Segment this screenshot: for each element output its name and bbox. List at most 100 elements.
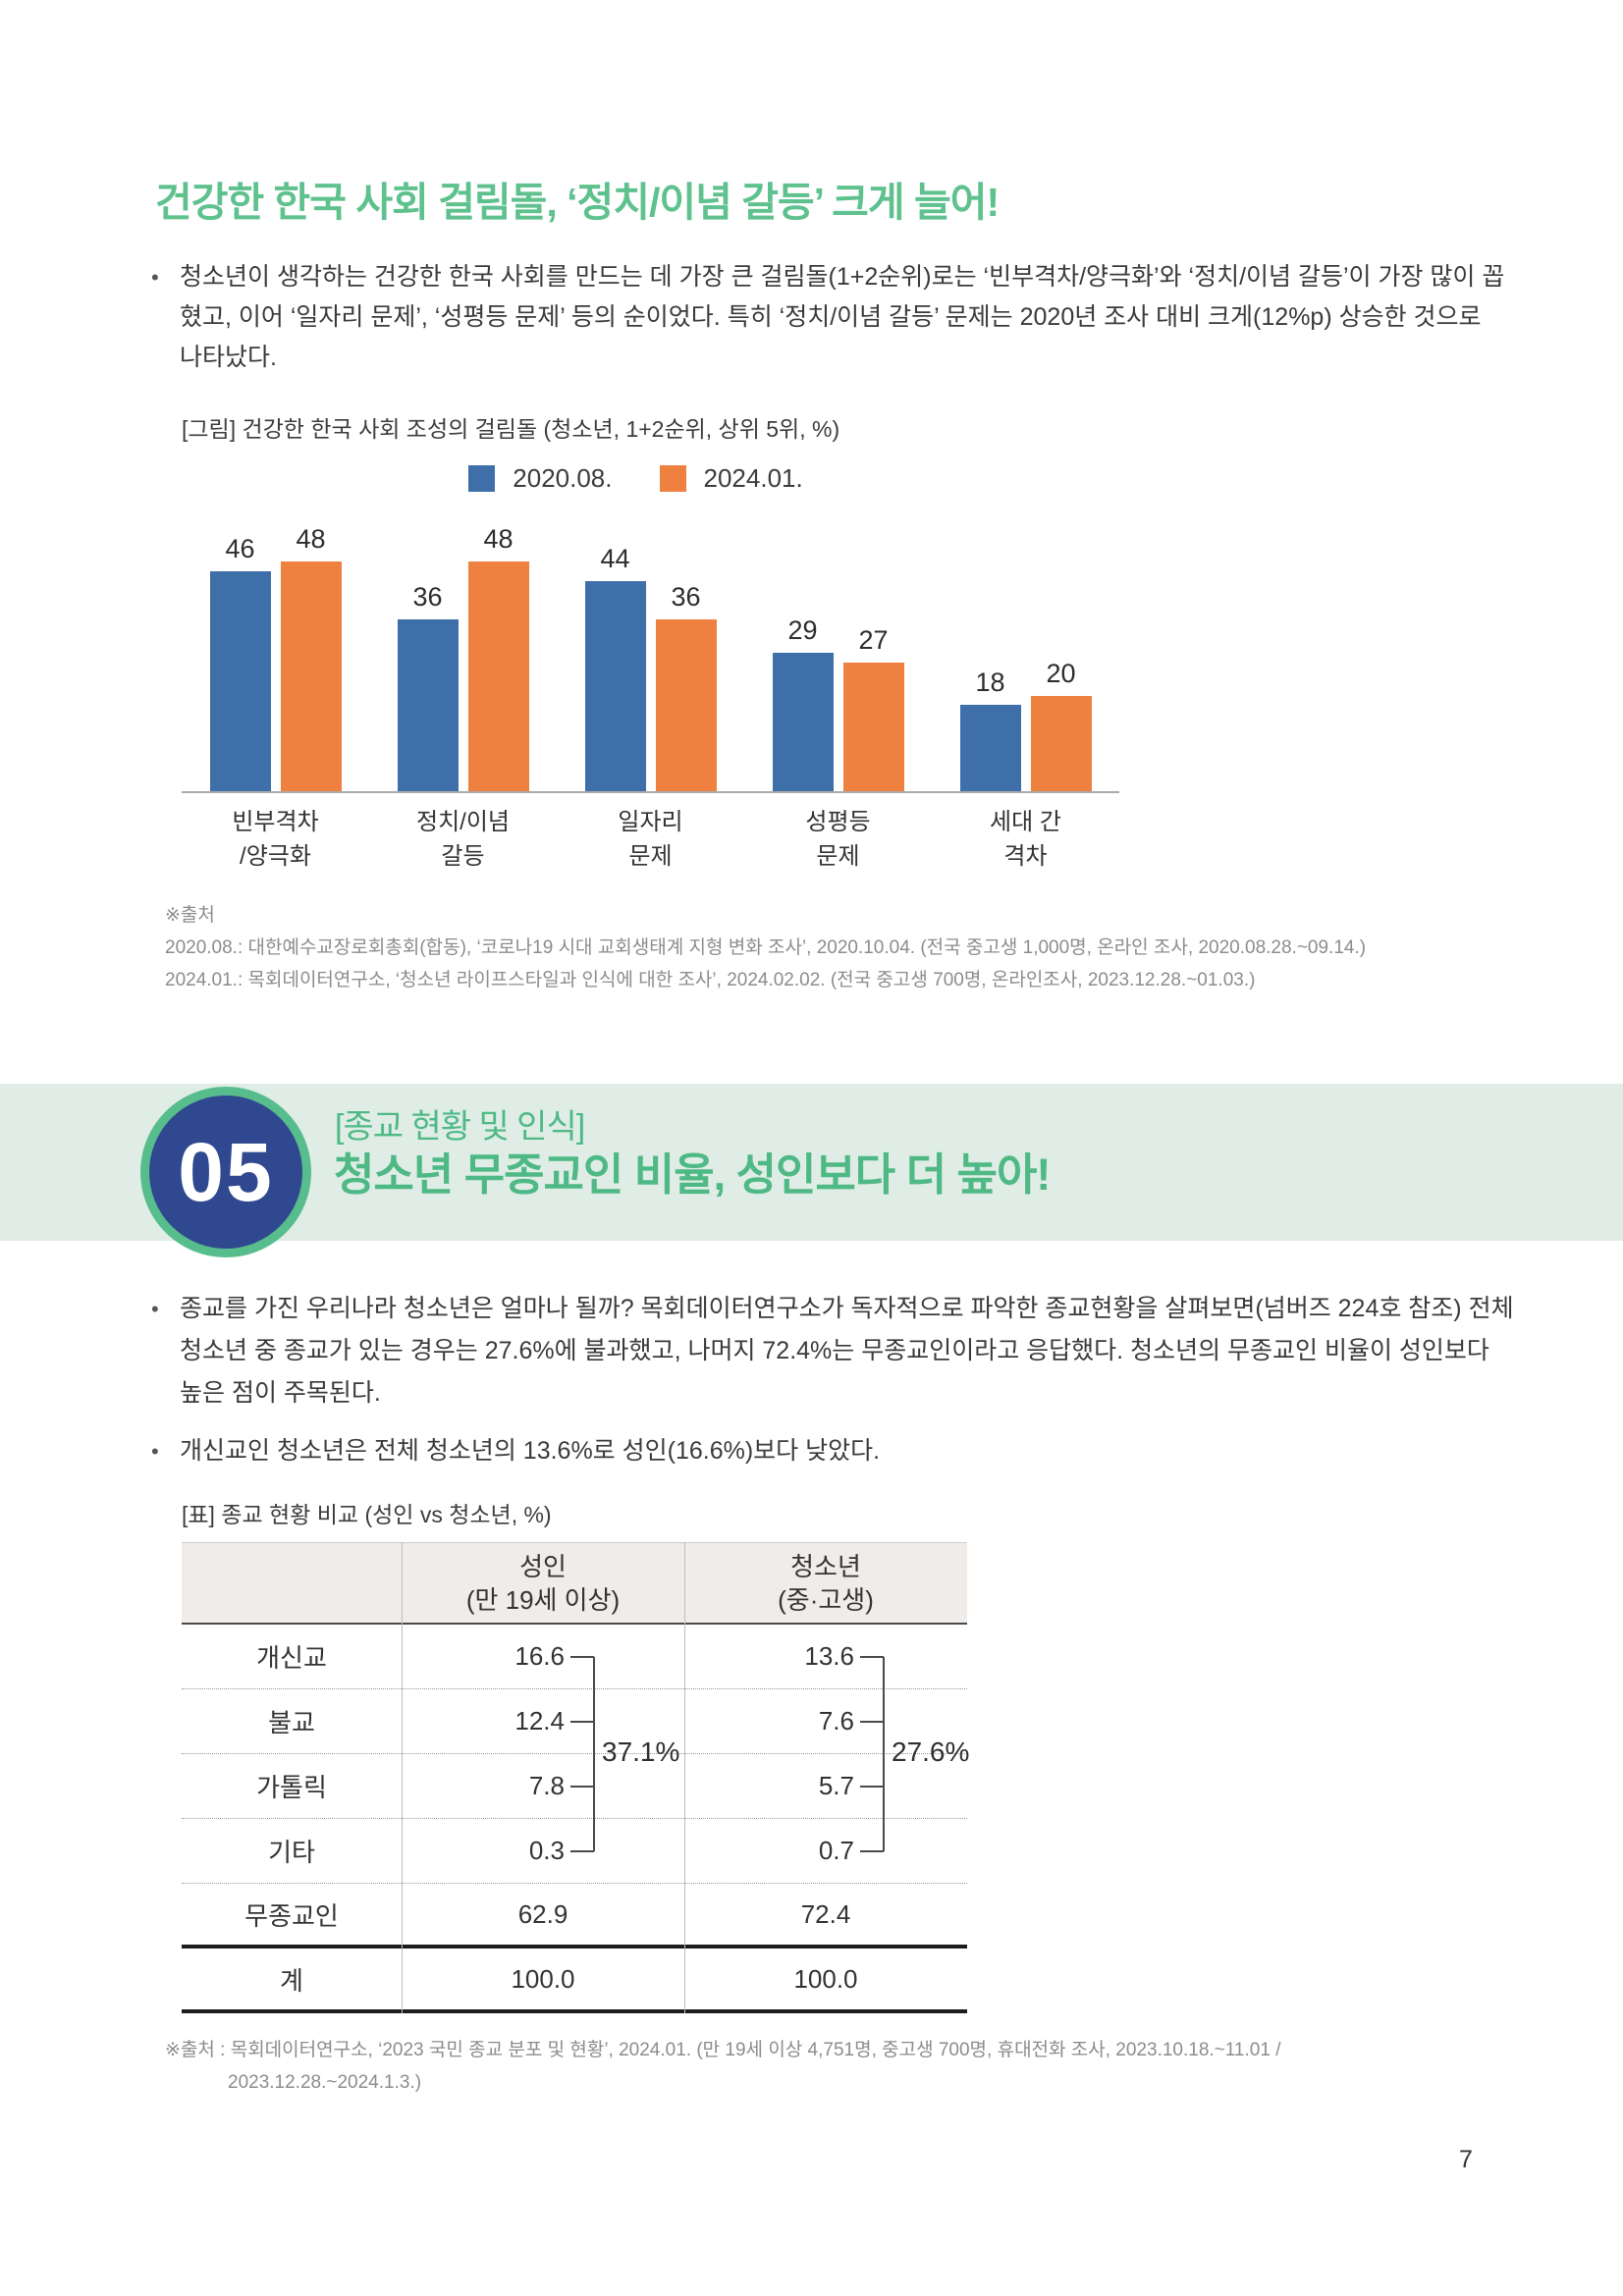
adult-value: 0.3 (528, 1836, 565, 1865)
bar-2024.01.: 48 (467, 524, 529, 791)
bar-value-label: 36 (412, 582, 443, 612)
bracket-total-adult: 37.1% (602, 1736, 680, 1767)
section-number-badge: 05 (140, 1087, 311, 1257)
chart-category-label: 정치/이념 갈등 (416, 809, 510, 870)
source-label: ※출처 (165, 905, 215, 926)
row-label: 가톨릭 (256, 1773, 327, 1802)
chart-plot-area: 46 48 36 48 44 36 29 27 18 20 (182, 510, 1119, 793)
bar-2020.08.: 44 (584, 544, 646, 791)
table-row-불교: 불교 12.4 7.6 (182, 1689, 967, 1754)
chart-category-labels: 빈부격차/양극화 정치/이념 갈등 일자리 문제 성평등 문제 세대 간 격차 (182, 805, 1119, 874)
adult-value: 62.9 (517, 1898, 568, 1929)
chart-caption: [그림] 건강한 한국 사회 조성의 걸림돌 (청소년, 1+2순위, 상위 5… (182, 416, 840, 442)
chart-group: 46 48 (182, 510, 369, 791)
section2-title: 청소년 무종교인 비율, 성인보다 더 높아! (334, 1149, 1051, 1200)
bar-rect (655, 619, 717, 791)
table-row-계: 계 100.0 100.0 (182, 1949, 967, 2013)
bar-rect (772, 653, 834, 791)
row-label: 개신교 (256, 1643, 327, 1673)
chart-group: 18 20 (932, 510, 1119, 791)
bar-rect (280, 561, 342, 791)
youth-value: 100.0 (793, 1963, 858, 1994)
source-line-2020: 2020.08.: 대한예수교장로회총회(합동), ‘코로나19 시대 교회생태… (165, 937, 1367, 958)
youth-value: 5.7 (818, 1771, 854, 1800)
bar-rect (467, 561, 529, 791)
bar-rect (397, 619, 459, 791)
youth-value: 72.4 (800, 1898, 851, 1929)
table-row-무종교인: 무종교인 62.9 72.4 (182, 1884, 967, 1949)
youth-value: 7.6 (818, 1706, 854, 1735)
table-caption: [표] 종교 현황 비교 (성인 vs 청소년, %) (182, 1502, 552, 1527)
table-header-empty (182, 1543, 402, 1623)
table-header-youth: 청소년 (중·고생) (684, 1543, 967, 1623)
bar-value-label: 29 (787, 615, 818, 645)
table-divider-1 (402, 1542, 403, 2013)
bar-2020.08.: 29 (772, 615, 834, 791)
bar-value-label: 36 (671, 582, 701, 612)
header-youth-line2: (중·고생) (778, 1584, 874, 1615)
row-label: 계 (280, 1965, 303, 1996)
bar-rect (584, 581, 646, 791)
bar-2024.01.: 20 (1030, 659, 1092, 791)
religion-table: 성인 (만 19세 이상) 청소년 (중·고생) 개신교 16.6 13.6 불교 12… (182, 1542, 970, 2013)
page-number: 7 (1459, 2146, 1473, 2173)
bar-value-label: 46 (225, 534, 255, 563)
table-body: 개신교 16.6 13.6 불교 12.4 7.6 가톨릭 7.8 5.7 기타 0.3 0.7 무종교… (182, 1625, 967, 2013)
header-youth-line1: 청소년 (790, 1551, 861, 1581)
chart-category-label: 성평등 문제 (805, 809, 871, 870)
table-divider-2 (684, 1542, 685, 2013)
chart-category-label: 세대 간 격차 (990, 809, 1061, 870)
youth-value: 13.6 (804, 1641, 854, 1671)
adult-value: 100.0 (511, 1963, 575, 1994)
section1-source: ※출처 2020.08.: 대한예수교장로회총회(합동), ‘코로나19 시대 … (165, 899, 1559, 996)
legend-label-2024: 2024.01. (703, 463, 803, 493)
bar-value-label: 27 (858, 625, 889, 655)
bar-chart: 46 48 36 48 44 36 29 27 18 20 빈부격차/양극화 정치/이념 갈등 일자리 문… (182, 510, 1119, 874)
bar-rect (842, 663, 904, 791)
source-line-2024: 2024.01.: 목회데이터연구소, ‘청소년 라이프스타일과 인식에 대한 … (165, 970, 1256, 990)
bar-value-label: 20 (1046, 659, 1076, 688)
header-adult-line1: 성인 (519, 1551, 567, 1581)
chart-category-label: 일자리 문제 (618, 809, 683, 870)
section2-bullet-2: 개신교인 청소년은 전체 청소년의 13.6%로 성인(16.6%)보다 낮았다… (151, 1431, 1515, 1471)
bar-2024.01.: 36 (655, 582, 717, 791)
bar-rect (209, 571, 271, 791)
adult-value: 16.6 (514, 1641, 565, 1671)
table-header-row: 성인 (만 19세 이상) 청소년 (중·고생) (182, 1542, 967, 1625)
row-label: 불교 (268, 1708, 315, 1737)
bar-2020.08.: 18 (959, 667, 1021, 791)
adult-value: 12.4 (514, 1706, 565, 1735)
legend-swatch-2024 (659, 465, 686, 492)
legend-label-2020: 2020.08. (513, 463, 613, 493)
section1-bullet: 청소년이 생각하는 건강한 한국 사회를 만드는 데 가장 큰 걸림돌(1+2순… (151, 257, 1510, 378)
chart-group: 36 48 (369, 510, 557, 791)
chart-group: 44 36 (557, 510, 744, 791)
section1-title: 건강한 한국 사회 걸림돌, ‘정치/이념 갈등’ 크게 늘어! (155, 180, 1000, 225)
bar-2020.08.: 46 (209, 534, 271, 791)
header-adult-line2: (만 19세 이상) (465, 1584, 621, 1615)
table-row-가톨릭: 가톨릭 7.8 5.7 (182, 1754, 967, 1819)
chart-category-label: 빈부격차/양극화 (232, 809, 319, 870)
youth-value: 0.7 (818, 1836, 854, 1865)
row-label: 기타 (268, 1838, 315, 1867)
section2-bullet-1: 종교를 가진 우리나라 청소년은 얼마나 될까? 목회데이터연구소가 독자적으로… (151, 1288, 1515, 1415)
bar-2024.01.: 48 (280, 524, 342, 791)
table-row-개신교: 개신교 16.6 13.6 (182, 1625, 967, 1689)
table-header-adult: 성인 (만 19세 이상) (402, 1543, 684, 1623)
bar-rect (1030, 696, 1092, 791)
table-row-기타: 기타 0.3 0.7 (182, 1819, 967, 1884)
bar-value-label: 18 (975, 667, 1005, 697)
section2-kicker: [종교 현황 및 인식] (335, 1108, 585, 1146)
row-label: 무종교인 (244, 1900, 339, 1931)
bar-value-label: 48 (296, 524, 326, 554)
bar-2024.01.: 27 (842, 625, 904, 791)
bracket-total-youth: 27.6% (892, 1736, 970, 1767)
section2-source: ※출처 : 목회데이터연구소, ‘2023 국민 종교 분포 및 현황’, 20… (165, 2034, 1569, 2099)
chart-group: 29 27 (744, 510, 932, 791)
adult-value: 7.8 (528, 1771, 565, 1800)
bar-value-label: 48 (483, 524, 514, 554)
bar-value-label: 44 (600, 544, 630, 573)
section-number: 05 (178, 1125, 274, 1218)
source2-line1: ※출처 : 목회데이터연구소, ‘2023 국민 종교 분포 및 현황’, 20… (165, 2040, 1281, 2060)
